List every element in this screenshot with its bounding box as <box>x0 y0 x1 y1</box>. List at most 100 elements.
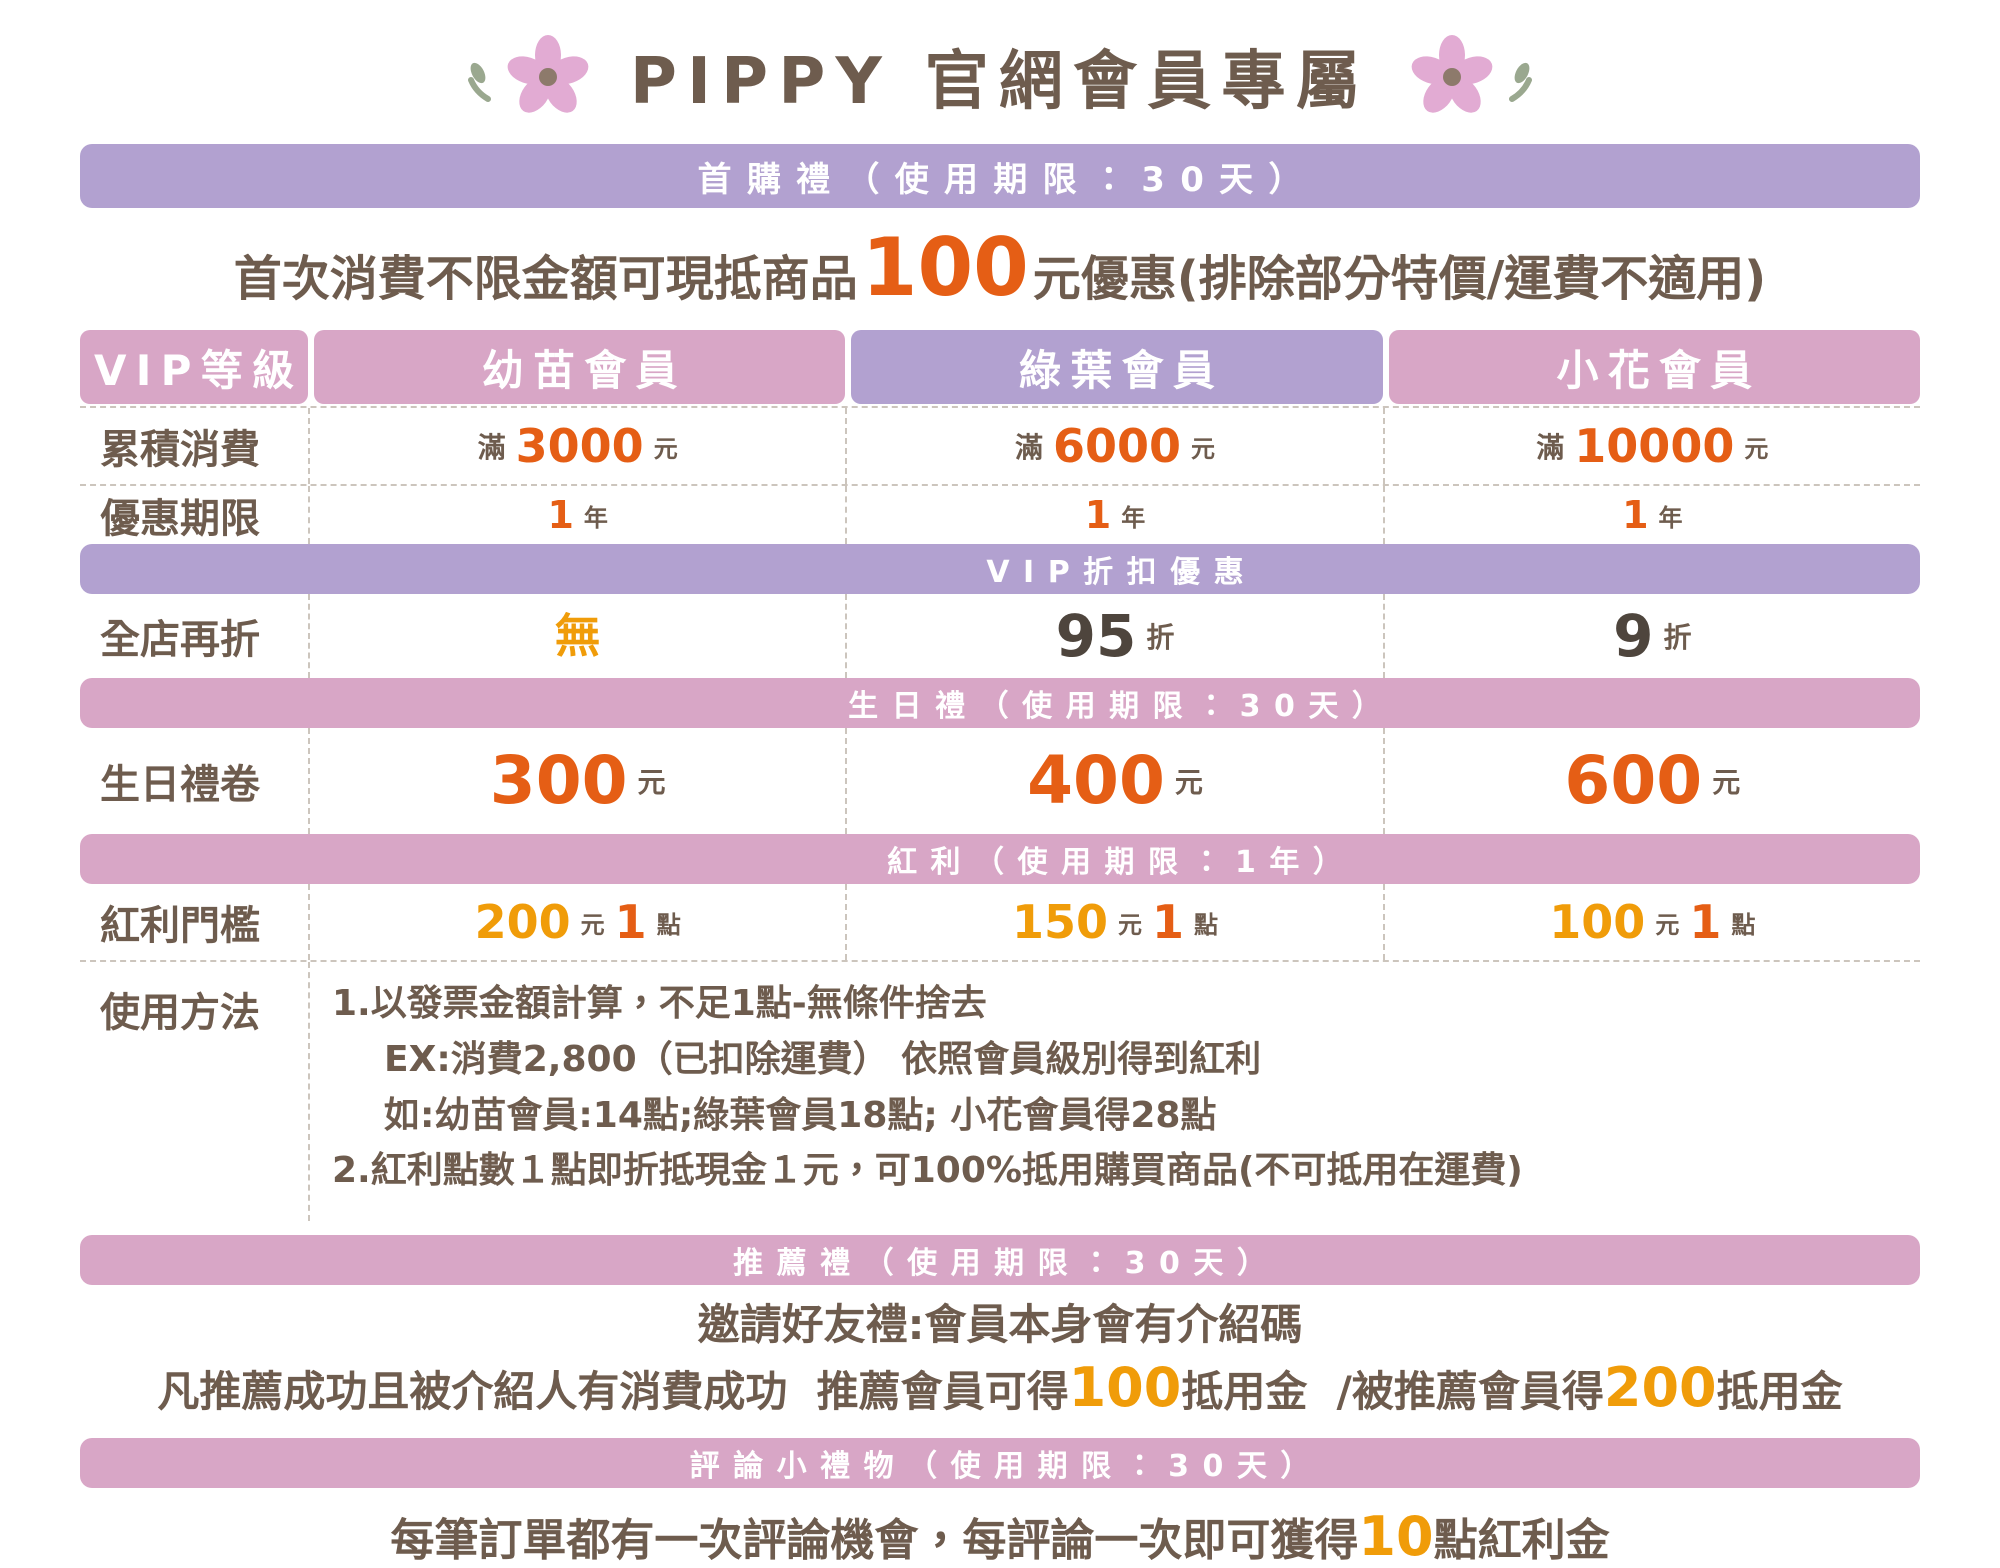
usage-line-1: 1.以發票金額計算，不足1點-無條件捨去 <box>332 983 987 1024</box>
referral-detail-pre: 凡推薦成功且被介紹人有消費成功 推薦會員可得 <box>157 1367 1069 1417</box>
bonus-points-unit: 點 <box>1194 910 1219 939</box>
validity-value: 1 <box>1622 493 1649 537</box>
usage-instructions-text: 1.以發票金額計算，不足1點-無條件捨去 EX:消費2,800（已扣除運費） 依… <box>308 962 1920 1222</box>
threshold-value: 6000 <box>1052 419 1182 473</box>
bonus-cell-seedling: 200 元 1 點 <box>308 884 845 960</box>
first-purchase-desc-post: 元優惠(排除部分特價/運費不適用) <box>1032 251 1767 307</box>
sakura-flower-icon <box>466 29 596 123</box>
referral-intro-text: 邀請好友禮:會員本身會有介紹碼 <box>697 1300 1303 1350</box>
threshold-unit: 元 <box>1744 434 1769 463</box>
birthday-cell-seedling: 300 元 <box>308 728 845 834</box>
discount-unit: 折 <box>1146 621 1175 654</box>
review-detail-post: 點紅利金 <box>1433 1514 1610 1566</box>
header-green-leaf-member: 綠葉會員 <box>851 330 1383 404</box>
row-usage-instructions: 使用方法 1.以發票金額計算，不足1點-無條件捨去 EX:消費2,800（已扣除… <box>80 960 1920 1222</box>
birthday-unit: 元 <box>637 766 666 799</box>
row-label-store-discount: 全店再折 <box>100 617 260 663</box>
row-label-benefit-validity: 優惠期限 <box>100 496 260 542</box>
referral-amount-referee: 200 <box>1603 1356 1717 1420</box>
validity-unit: 年 <box>1658 503 1683 532</box>
sakura-flower-icon <box>1404 29 1534 123</box>
threshold-unit: 元 <box>653 434 678 463</box>
bonus-points-banner: 紅利（使用期限：1年） <box>80 834 1920 884</box>
row-label-usage-instructions: 使用方法 <box>100 990 260 1036</box>
row-birthday-coupon: 生日禮卷 300 元 400 元 600 元 <box>80 728 1920 834</box>
threshold-unit: 元 <box>1191 434 1216 463</box>
bonus-cell-green-leaf: 150 元 1 點 <box>845 884 1382 960</box>
membership-tier-table: VIP等級 幼苗會員 綠葉會員 小花會員 累積消費 滿 3000 元 滿 600… <box>80 330 1920 1222</box>
threshold-value: 3000 <box>515 419 644 473</box>
bonus-points: 1 <box>1689 895 1722 949</box>
usage-line-4: 2.紅利點數１點即折抵現金１元，可100%抵用購買商品(不可抵用在運費) <box>332 1150 1523 1192</box>
discount-value: 9 <box>1613 602 1654 670</box>
row-label-cumulative-spend: 累積消費 <box>100 427 260 473</box>
referral-detail-mid: 抵用金 /被推薦會員得 <box>1181 1367 1604 1417</box>
referral-amount-referrer: 100 <box>1068 1356 1182 1420</box>
threshold-value: 10000 <box>1574 419 1735 473</box>
birthday-value: 400 <box>1027 742 1165 819</box>
bonus-amount-unit: 元 <box>1655 910 1680 939</box>
pippy-membership-page: PIPPY 官網會員專屬 首購禮（使用期限：30天） <box>80 0 1920 1568</box>
threshold-prefix: 滿 <box>1014 431 1043 464</box>
cumulative-cell-little-flower: 滿 10000 元 <box>1382 408 1920 484</box>
validity-cell-little-flower: 1 年 <box>1382 486 1920 544</box>
birthday-unit: 元 <box>1174 766 1203 799</box>
header-vip-level: VIP等級 <box>80 330 308 404</box>
review-detail-text: 每筆訂單都有一次評論機會，每評論一次即可獲得10點紅利金 <box>80 1504 1920 1568</box>
discount-cell-seedling: 無 <box>308 594 845 678</box>
review-detail-pre: 每筆訂單都有一次評論機會，每評論一次即可獲得 <box>390 1514 1359 1566</box>
page-header: PIPPY 官網會員專屬 <box>80 26 1920 126</box>
birthday-cell-green-leaf: 400 元 <box>845 728 1382 834</box>
validity-cell-green-leaf: 1 年 <box>845 486 1382 544</box>
bonus-amount: 200 <box>474 895 571 949</box>
first-purchase-desc-pre: 首次消費不限金額可現抵商品 <box>233 251 858 307</box>
birthday-unit: 元 <box>1712 766 1741 799</box>
discount-value: 95 <box>1055 602 1137 670</box>
discount-value: 無 <box>554 609 601 663</box>
birthday-value: 600 <box>1564 742 1703 819</box>
cumulative-cell-green-leaf: 滿 6000 元 <box>845 408 1382 484</box>
review-bonus-amount: 10 <box>1358 1504 1434 1568</box>
validity-cell-seedling: 1 年 <box>308 486 845 544</box>
bonus-cell-little-flower: 100 元 1 點 <box>1382 884 1920 960</box>
bonus-amount-unit: 元 <box>580 910 605 939</box>
discount-cell-green-leaf: 95 折 <box>845 594 1382 678</box>
bonus-points: 1 <box>1152 895 1185 949</box>
validity-unit: 年 <box>583 503 608 532</box>
validity-value: 1 <box>547 493 574 537</box>
referral-gift-banner: 推薦禮（使用期限：30天） <box>80 1235 1920 1286</box>
birthday-value: 300 <box>489 742 628 819</box>
first-purchase-banner: 首購禮（使用期限：30天） <box>80 144 1920 208</box>
header-seedling-member: 幼苗會員 <box>314 330 846 404</box>
row-label-birthday-coupon: 生日禮卷 <box>100 762 260 808</box>
birthday-cell-little-flower: 600 元 <box>1382 728 1920 834</box>
validity-unit: 年 <box>1121 503 1146 532</box>
validity-value: 1 <box>1084 493 1112 537</box>
table-header-row: VIP等級 幼苗會員 綠葉會員 小花會員 <box>80 330 1920 404</box>
bonus-amount: 100 <box>1549 895 1646 949</box>
referral-detail-post: 抵用金 <box>1716 1367 1843 1417</box>
vip-discount-banner: VIP折扣優惠 <box>80 544 1920 594</box>
bonus-amount: 150 <box>1011 895 1108 949</box>
bonus-points-unit: 點 <box>1731 910 1756 939</box>
bonus-amount-unit: 元 <box>1118 910 1142 939</box>
review-gift-banner: 評論小禮物（使用期限：30天） <box>80 1437 1920 1488</box>
cumulative-cell-seedling: 滿 3000 元 <box>308 408 845 484</box>
page-title: PIPPY 官網會員專屬 <box>629 45 1371 119</box>
row-label-bonus-threshold: 紅利門檻 <box>100 903 260 949</box>
row-store-discount: 全店再折 無 95 折 9 折 <box>80 594 1920 678</box>
threshold-prefix: 滿 <box>477 431 506 464</box>
birthday-gift-banner: 生日禮（使用期限：30天） <box>80 678 1920 728</box>
first-purchase-description: 首次消費不限金額可現抵商品100元優惠(排除部分特價/運費不適用) <box>80 224 1920 312</box>
usage-line-2: EX:消費2,800（已扣除運費） 依照會員級別得到紅利 <box>384 1038 1262 1080</box>
row-benefit-validity: 優惠期限 1 年 1 年 1 年 <box>80 484 1920 544</box>
first-purchase-amount: 100 <box>861 221 1029 314</box>
usage-line-3: 如:幼苗會員:14點;綠葉會員18點; 小花會員得28點 <box>384 1094 1217 1136</box>
header-little-flower-member: 小花會員 <box>1388 330 1920 404</box>
row-cumulative-spend: 累積消費 滿 3000 元 滿 6000 元 滿 10000 元 <box>80 406 1920 484</box>
referral-detail-text: 凡推薦成功且被介紹人有消費成功 推薦會員可得100抵用金 /被推薦會員得200抵… <box>80 1357 1920 1419</box>
bonus-points: 1 <box>614 895 647 949</box>
discount-unit: 折 <box>1663 621 1692 654</box>
bonus-points-unit: 點 <box>656 910 681 939</box>
discount-cell-little-flower: 9 折 <box>1382 594 1920 678</box>
